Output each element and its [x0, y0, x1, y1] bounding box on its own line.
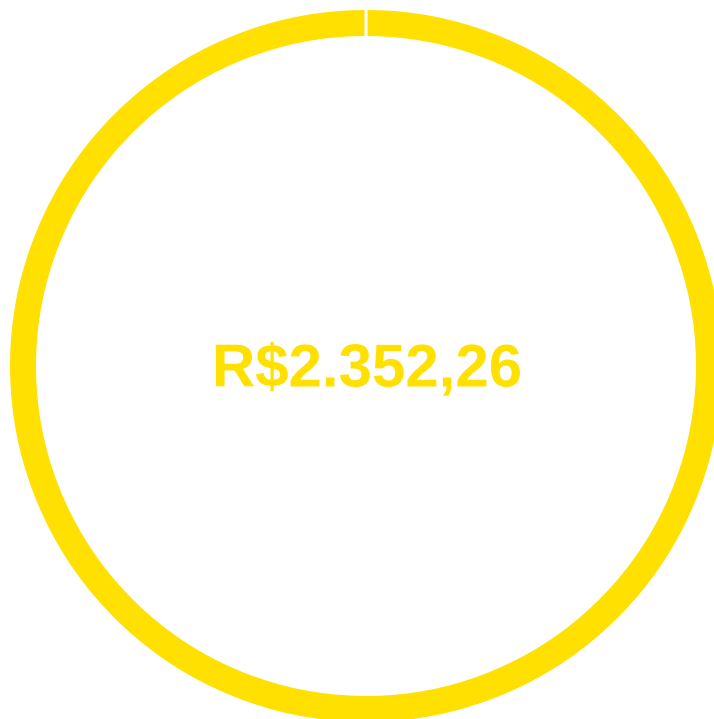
ring-gap: [364, 0, 368, 40]
center-amount: R$2.352,26: [212, 333, 522, 400]
